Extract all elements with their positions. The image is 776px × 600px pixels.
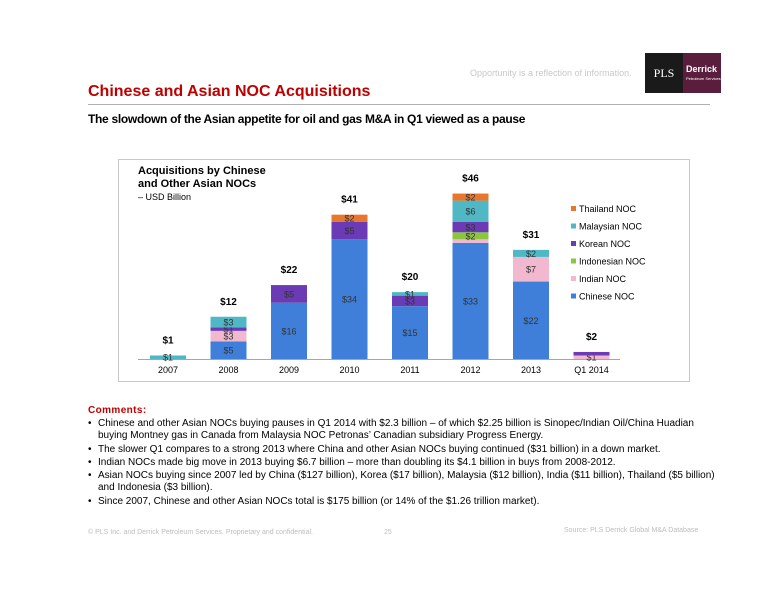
segment-label: $5 — [284, 289, 294, 299]
pls-logo-text: PLS — [653, 65, 675, 80]
legend-swatch — [571, 258, 576, 264]
bar-total-label: $46 — [462, 174, 479, 185]
bar-segment — [573, 355, 610, 359]
bar-segment — [271, 302, 307, 359]
bar-segment — [210, 341, 247, 359]
bar-total-label: $2 — [586, 332, 598, 343]
chart-title: Acquisitions by Chinese and Other Asian … — [138, 165, 266, 204]
legend-swatch — [571, 206, 576, 211]
bar-segment — [210, 327, 247, 331]
bar-segment — [392, 306, 428, 359]
segment-label: $3 — [223, 332, 233, 342]
segment-label: $34 — [342, 295, 357, 305]
bar-total-label: $41 — [341, 195, 358, 206]
bar-total-label: $31 — [523, 230, 540, 241]
legend-label: Chinese NOC — [579, 292, 635, 302]
comment-item: Indian NOCs made big move in 2013 buying… — [88, 457, 718, 470]
segment-label: $1 — [223, 325, 233, 335]
legend-label: Malaysian NOC — [579, 222, 643, 232]
bar-segment — [452, 221, 489, 233]
derrick-logo-subtext: Petroleum Services — [686, 76, 721, 81]
legend-swatch — [571, 293, 576, 299]
segment-label: $2 — [465, 193, 475, 203]
segment-label: $3 — [465, 223, 475, 233]
segment-label: $1 — [586, 353, 596, 363]
x-tick-label: 2010 — [339, 365, 359, 375]
footer-source: Source: PLS Derrick Global M&A Database — [564, 527, 699, 534]
bar-segment — [210, 330, 247, 342]
comment-item: The slower Q1 compares to a strong 2013 … — [88, 444, 718, 457]
segment-label: $5 — [223, 346, 233, 356]
pls-logo: PLS — [645, 53, 683, 93]
bar-segment — [392, 292, 428, 296]
x-tick-label: 2013 — [521, 365, 541, 375]
bar-segment — [150, 355, 186, 359]
segment-label: $15 — [402, 328, 417, 338]
bar-segment — [513, 256, 549, 282]
segment-label: $2 — [526, 249, 536, 259]
segment-label: $22 — [523, 316, 538, 326]
bar-segment — [271, 285, 307, 303]
segment-label: $2 — [344, 214, 354, 224]
bar-segment — [452, 200, 489, 222]
comments-list: Chinese and other Asian NOCs buying paus… — [88, 418, 718, 509]
bar-segment — [452, 232, 489, 240]
bar-segment — [452, 193, 489, 201]
segment-label: $2 — [465, 231, 475, 241]
segment-label: $33 — [463, 296, 478, 306]
bar-segment — [331, 221, 368, 240]
bar-total-label: $20 — [402, 272, 419, 283]
bar-segment — [513, 249, 549, 257]
bar-segment — [331, 239, 368, 359]
x-tick-label: Q1 2014 — [574, 365, 609, 375]
comment-item: Chinese and other Asian NOCs buying paus… — [88, 418, 718, 443]
legend-label: Korean NOC — [579, 239, 631, 249]
segment-label: $16 — [281, 326, 296, 336]
x-tick-label: 2012 — [460, 365, 480, 375]
segment-label: $7 — [526, 265, 536, 275]
footer-copyright: © PLS Inc. and Derrick Petroleum Service… — [88, 529, 313, 536]
slide-title: Chinese and Asian NOC Acquisitions — [88, 83, 371, 100]
derrick-logo: Derrick Petroleum Services — [683, 53, 721, 93]
derrick-logo-text: Derrick — [686, 64, 718, 74]
segment-label: $1 — [405, 289, 415, 299]
comments-heading: Comments: — [88, 405, 147, 416]
bar-segment — [210, 316, 247, 328]
bar-segment — [452, 239, 489, 243]
legend-swatch — [571, 276, 576, 281]
title-divider — [88, 104, 710, 105]
legend-label: Indian NOC — [579, 274, 627, 284]
segment-label: $5 — [344, 226, 354, 236]
legend-swatch — [571, 241, 576, 246]
comment-item: Since 2007, Chinese and other Asian NOCs… — [88, 496, 718, 509]
x-tick-label: 2007 — [158, 365, 178, 375]
legend-swatch — [571, 223, 576, 229]
bar-segment — [452, 242, 489, 359]
x-tick-label: 2009 — [279, 365, 299, 375]
slide-subtitle: The slowdown of the Asian appetite for o… — [88, 112, 526, 126]
legend-label: Thailand NOC — [579, 204, 637, 214]
chart-title-line2: and Other Asian NOCs — [138, 178, 257, 190]
segment-label: $3 — [223, 318, 233, 328]
bar-total-label: $12 — [220, 297, 237, 308]
comment-item: Asian NOCs buying since 2007 led by Chin… — [88, 470, 718, 495]
tagline: Opportunity is a reflection of informati… — [470, 68, 632, 78]
bar-segment — [573, 351, 610, 356]
bar-segment — [392, 295, 428, 307]
bar-total-label: $1 — [162, 335, 174, 346]
segment-label: $6 — [465, 207, 475, 217]
bar-segment — [513, 281, 549, 359]
x-tick-label: 2011 — [400, 365, 419, 375]
legend-label: Indonesian NOC — [579, 257, 646, 267]
bar-segment — [331, 214, 368, 222]
page-number: 25 — [384, 529, 392, 536]
bar-total-label: $22 — [281, 265, 298, 276]
segment-label: $3 — [405, 296, 415, 306]
chart-title-line1: Acquisitions by Chinese — [138, 165, 266, 177]
chart-unit-label: – USD Billion — [138, 192, 192, 202]
x-tick-label: 2008 — [218, 365, 238, 375]
segment-label: $1 — [163, 353, 173, 363]
chart-frame — [118, 159, 690, 382]
